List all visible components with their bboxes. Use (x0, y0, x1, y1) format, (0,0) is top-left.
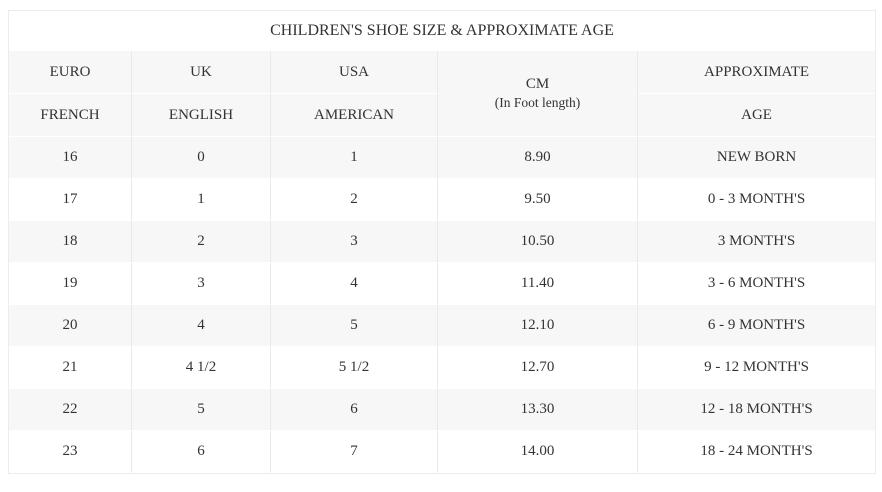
size-table-body: 16 0 1 8.90 NEW BORN 17 1 2 9.50 0 - 3 MONTH'S 18 2… (9, 137, 876, 473)
table-row: 17 1 2 9.50 0 - 3 MONTH'S (9, 179, 876, 221)
cell-cm: 9.50 (438, 179, 638, 221)
header-euro: EURO (9, 51, 132, 94)
header-english: ENGLISH (132, 94, 271, 137)
cell-age: 3 - 6 MONTH'S (638, 263, 876, 305)
cell-usa: 5 (271, 305, 438, 347)
cell-cm: 14.00 (438, 431, 638, 473)
cell-age: 18 - 24 MONTH'S (638, 431, 876, 473)
header-usa: USA (271, 51, 438, 94)
header-row-primary: EURO UK USA CM (In Foot length) APPROXIM… (9, 51, 876, 137)
cell-usa: 5 1/2 (271, 347, 438, 389)
cell-cm: 12.10 (438, 305, 638, 347)
cell-euro: 17 (9, 179, 132, 221)
cell-euro: 18 (9, 221, 132, 263)
table-row: 23 6 7 14.00 18 - 24 MONTH'S (9, 431, 876, 473)
cell-usa: 2 (271, 179, 438, 221)
page: CHILDREN'S SHOE SIZE & APPROXIMATE AGE E… (8, 10, 877, 474)
table-row: 20 4 5 12.10 6 - 9 MONTH'S (9, 305, 876, 347)
cell-uk: 3 (132, 263, 271, 305)
cell-uk: 2 (132, 221, 271, 263)
cell-usa: 7 (271, 431, 438, 473)
cell-euro: 19 (9, 263, 132, 305)
header-cm-subtext: (In Foot length) (494, 95, 581, 111)
cell-usa: 4 (271, 263, 438, 305)
header-uk: UK (132, 51, 271, 94)
header-approximate: APPROXIMATE (638, 51, 876, 94)
cell-euro: 16 (9, 137, 132, 179)
cell-age: 0 - 3 MONTH'S (638, 179, 876, 221)
table-row: 21 4 1/2 5 1/2 12.70 9 - 12 MONTH'S (9, 347, 876, 389)
cell-age: NEW BORN (638, 137, 876, 179)
cell-cm: 13.30 (438, 389, 638, 431)
cell-uk: 4 1/2 (132, 347, 271, 389)
cell-age: 6 - 9 MONTH'S (638, 305, 876, 347)
cell-uk: 1 (132, 179, 271, 221)
cell-euro: 20 (9, 305, 132, 347)
header-row-secondary: FRENCH ENGLISH AMERICAN AGE (9, 94, 876, 137)
cell-uk: 0 (132, 137, 271, 179)
cell-age: 12 - 18 MONTH'S (638, 389, 876, 431)
header-french: FRENCH (9, 94, 132, 137)
cell-usa: 1 (271, 137, 438, 179)
cell-usa: 6 (271, 389, 438, 431)
cell-uk: 5 (132, 389, 271, 431)
cell-cm: 12.70 (438, 347, 638, 389)
cell-euro: 21 (9, 347, 132, 389)
cell-euro: 22 (9, 389, 132, 431)
cell-uk: 6 (132, 431, 271, 473)
table-row: 18 2 3 10.50 3 MONTH'S (9, 221, 876, 263)
table-row: 22 5 6 13.30 12 - 18 MONTH'S (9, 389, 876, 431)
cell-uk: 4 (132, 305, 271, 347)
header-age: AGE (638, 94, 876, 137)
cell-euro: 23 (9, 431, 132, 473)
cell-age: 9 - 12 MONTH'S (638, 347, 876, 389)
table-row: 19 3 4 11.40 3 - 6 MONTH'S (9, 263, 876, 305)
table-title-row: CHILDREN'S SHOE SIZE & APPROXIMATE AGE (9, 11, 876, 51)
table-row: 16 0 1 8.90 NEW BORN (9, 137, 876, 179)
cell-cm: 11.40 (438, 263, 638, 305)
cell-age: 3 MONTH'S (638, 221, 876, 263)
shoe-size-table: CHILDREN'S SHOE SIZE & APPROXIMATE AGE E… (8, 10, 877, 474)
header-cm: CM (In Foot length) (438, 51, 638, 137)
cell-cm: 10.50 (438, 221, 638, 263)
header-american: AMERICAN (271, 94, 438, 137)
table-title: CHILDREN'S SHOE SIZE & APPROXIMATE AGE (9, 11, 876, 51)
cell-cm: 8.90 (438, 137, 638, 179)
cell-usa: 3 (271, 221, 438, 263)
header-cm-label: CM (525, 75, 550, 92)
